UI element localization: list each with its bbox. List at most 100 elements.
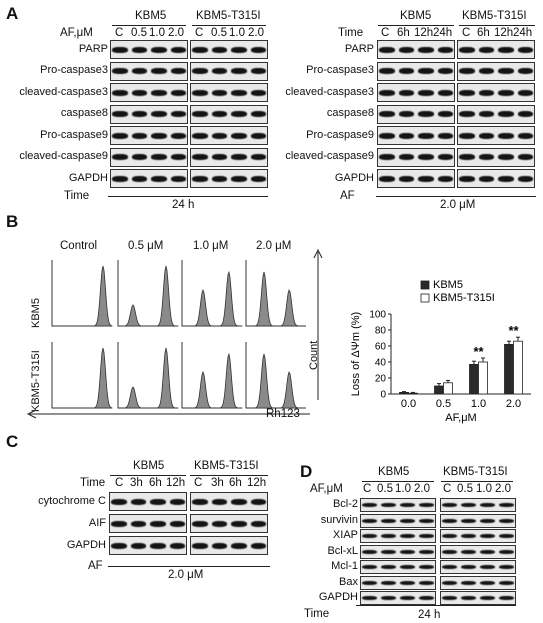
blot-strip	[110, 83, 188, 102]
histogram-curve	[52, 347, 113, 409]
row-label: Pro-caspase3	[306, 64, 374, 76]
lane-label: 2.0	[168, 27, 184, 39]
blot-strip	[377, 61, 455, 81]
protein-band	[170, 132, 186, 139]
rh123-axis-label: Rh123	[266, 408, 300, 420]
histogram-curve	[182, 270, 243, 327]
protein-band	[112, 111, 128, 117]
protein-band	[498, 154, 514, 160]
protein-band	[362, 503, 377, 507]
blot-strip	[190, 61, 268, 81]
protein-band	[381, 596, 396, 600]
legend-label: KBM5	[433, 280, 463, 291]
protein-band	[400, 518, 415, 523]
lane-label: 0.5	[211, 27, 227, 39]
protein-band	[498, 46, 514, 53]
blot-strip	[110, 147, 188, 167]
protein-band	[461, 518, 476, 523]
lane-label: C	[194, 477, 203, 489]
blot-strip	[440, 575, 516, 590]
bar	[469, 364, 479, 395]
protein-band	[418, 111, 434, 117]
row-label: AIF	[88, 516, 106, 529]
row-label: survivin	[320, 513, 358, 526]
protein-band	[379, 111, 395, 117]
row-label: GAPDH	[66, 538, 106, 551]
protein-band	[112, 89, 128, 96]
row-label: cleaved-caspase3	[19, 85, 108, 98]
group-label-t315i: KBM5-T315I	[194, 460, 259, 472]
bar	[408, 392, 418, 395]
protein-band	[437, 89, 453, 96]
header-label: AF,μM	[60, 27, 93, 39]
protein-band	[250, 68, 266, 74]
protein-band	[517, 154, 533, 160]
protein-band	[211, 520, 227, 527]
row-label: GAPDH	[318, 591, 358, 603]
histogram-axes	[245, 260, 306, 327]
protein-band	[231, 542, 247, 549]
protein-band	[442, 518, 457, 523]
legend-label: KBM5-T315I	[433, 292, 495, 304]
protein-band	[499, 549, 514, 554]
protein-band	[362, 596, 377, 600]
protein-band	[498, 89, 514, 96]
protein-band	[250, 520, 266, 527]
row-label: cleaved-caspase3	[285, 85, 374, 98]
blot-strip	[190, 126, 268, 145]
blot-strip	[110, 126, 188, 145]
protein-band	[499, 503, 514, 507]
lane-label: 3h	[130, 477, 143, 489]
protein-band	[379, 132, 395, 139]
protein-band	[112, 154, 128, 160]
row-label: caspase8	[326, 107, 374, 119]
blot-strip	[457, 83, 535, 102]
row-label: Bcl-2	[332, 498, 358, 510]
protein-band	[478, 154, 494, 160]
protein-band	[398, 68, 414, 74]
x-tick-label: 1.0	[471, 398, 486, 410]
footer-value: 24 h	[418, 609, 441, 621]
protein-band	[437, 154, 453, 160]
protein-band	[211, 498, 227, 505]
protein-band	[130, 498, 146, 505]
row-label: GAPDH	[68, 171, 108, 184]
protein-band	[362, 518, 377, 523]
protein-band	[442, 565, 457, 569]
blot-strip	[360, 498, 436, 512]
histogram-curve	[52, 265, 113, 327]
protein-band	[362, 549, 377, 554]
lane-label: 1.0	[229, 27, 245, 39]
blot-strip	[190, 514, 268, 533]
protein-band	[151, 89, 167, 96]
protein-band	[418, 46, 434, 53]
protein-band	[250, 46, 266, 53]
blot-strip	[110, 169, 188, 188]
protein-band	[112, 46, 128, 53]
protein-band	[478, 46, 494, 53]
protein-band	[442, 503, 457, 507]
protein-band	[419, 518, 434, 523]
significance-mark: **	[473, 344, 484, 359]
lane-label: 6h	[149, 477, 162, 489]
protein-band	[480, 580, 495, 585]
protein-band	[459, 154, 475, 160]
protein-band	[169, 498, 185, 505]
protein-band	[231, 154, 247, 160]
row-label: cytochrome C	[38, 494, 106, 507]
protein-band	[151, 46, 167, 53]
group-label-t315i: KBM5-T315I	[462, 10, 527, 22]
group-label-t315i: KBM5-T315I	[196, 10, 261, 22]
protein-band	[480, 549, 495, 554]
blot-strip	[360, 591, 436, 605]
legend-swatch	[420, 293, 430, 303]
header-label: AF,μM	[310, 483, 343, 495]
protein-band	[437, 46, 453, 53]
group-label-kbm5: KBM5	[133, 460, 165, 472]
protein-band	[400, 549, 415, 554]
protein-band	[517, 132, 533, 139]
protein-band	[381, 565, 396, 569]
protein-band	[170, 68, 186, 74]
count-arrow	[313, 248, 323, 400]
protein-band	[131, 132, 147, 139]
